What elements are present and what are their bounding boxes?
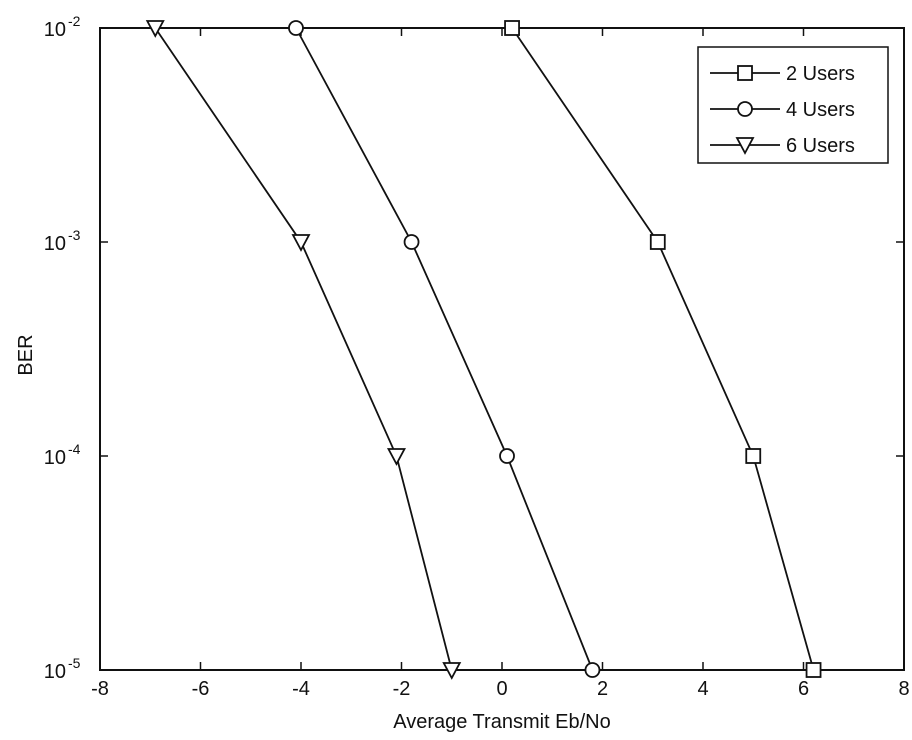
data-point <box>386 448 406 466</box>
data-point <box>291 234 311 252</box>
x-tick-label: 6 <box>798 678 809 700</box>
y-tick-exponent: -3 <box>68 227 81 243</box>
legend-label: 4 Users <box>786 99 855 121</box>
x-tick-label: 8 <box>898 678 909 700</box>
series-line <box>511 27 815 671</box>
legend-item: 2 Users <box>710 63 855 85</box>
y-tick-label: 10 <box>44 19 66 41</box>
series-line <box>295 27 594 671</box>
data-point <box>442 662 462 680</box>
series-1 <box>504 20 822 678</box>
data-point <box>584 662 601 678</box>
legend: 2 Users 4 Users 6 Users <box>697 46 889 164</box>
legend-marker <box>737 101 753 117</box>
x-tick-label: 0 <box>496 678 507 700</box>
x-tick-label: -8 <box>91 678 109 700</box>
x-tick-label: -6 <box>192 678 210 700</box>
data-point <box>805 662 822 678</box>
data-point <box>745 448 762 464</box>
legend-item: 6 Users <box>710 135 855 157</box>
x-tick-label: -2 <box>393 678 411 700</box>
legend-label: 6 Users <box>786 135 855 157</box>
legend-marker <box>737 65 753 81</box>
x-tick-label: -4 <box>292 678 310 700</box>
data-point <box>145 20 165 38</box>
data-point <box>403 234 420 250</box>
y-axis-label: BER <box>15 334 37 375</box>
x-tick-label: 4 <box>697 678 708 700</box>
data-point <box>499 448 515 464</box>
series-2 <box>288 20 601 678</box>
y-tick-label: 10 <box>44 233 66 255</box>
y-axis: 10-210-310-410-5 <box>44 13 904 683</box>
series-3 <box>145 20 462 680</box>
x-axis-label: Average Transmit Eb/No <box>393 711 611 733</box>
y-tick-exponent: -2 <box>68 13 81 29</box>
y-tick-label: 10 <box>44 661 66 683</box>
legend-item: 4 Users <box>710 99 855 121</box>
data-point <box>649 234 666 250</box>
series-layer <box>145 20 822 680</box>
x-tick-label: 2 <box>597 678 608 700</box>
data-point <box>288 20 304 36</box>
y-tick-exponent: -4 <box>68 441 81 457</box>
legend-marker <box>735 137 755 155</box>
y-tick-label: 10 <box>44 447 66 469</box>
legend-label: 2 Users <box>786 63 855 85</box>
x-axis: -8 -6 -4 -2 0 2 4 6 8 <box>91 28 910 700</box>
data-point <box>504 20 520 36</box>
y-tick-exponent: -5 <box>68 655 81 671</box>
legend-box <box>697 46 889 164</box>
series-line <box>154 27 453 671</box>
